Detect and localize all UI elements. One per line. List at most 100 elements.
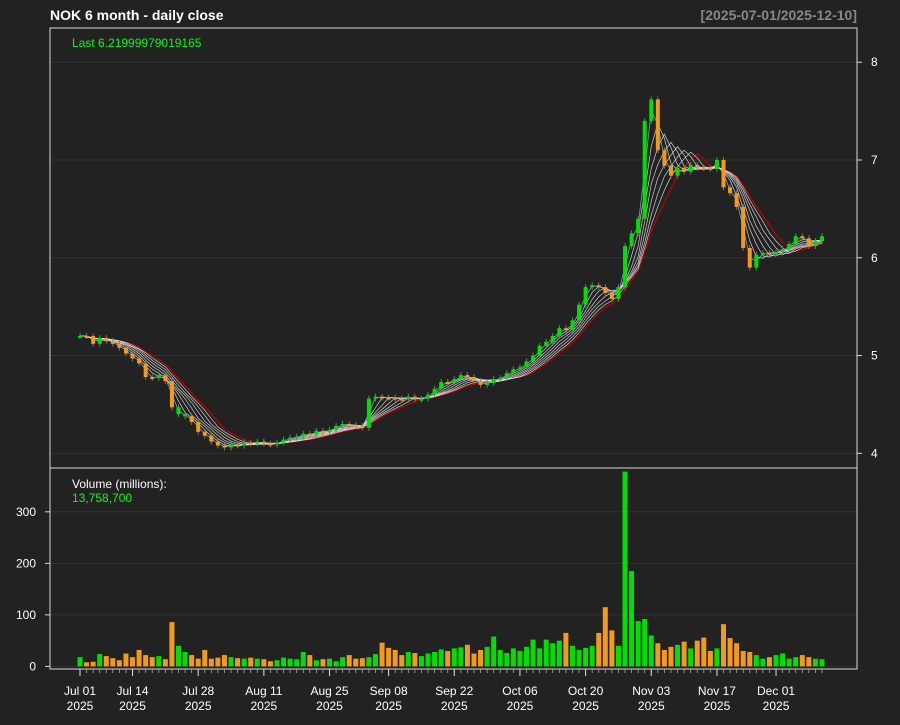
volume-bar [668, 646, 674, 667]
volume-bar [77, 657, 83, 667]
volume-bar [543, 639, 549, 667]
volume-tick-label: 100 [16, 608, 36, 622]
volume-bar [793, 657, 799, 667]
volume-bar [773, 655, 779, 667]
date-range: [2025-07-01/2025-12-10] [701, 7, 857, 23]
price-candle [209, 435, 214, 442]
x-tick-label: Aug 11 [245, 684, 282, 698]
volume-bar [530, 639, 536, 667]
volume-bar [550, 643, 556, 667]
volume-bar [379, 642, 385, 667]
volume-bar [629, 571, 635, 667]
price-candle [334, 425, 339, 430]
price-candle [176, 407, 181, 415]
volume-bar [721, 624, 727, 667]
volume-bar [143, 655, 149, 667]
price-candle [544, 341, 549, 346]
volume-bar [281, 657, 287, 667]
volume-bar [491, 636, 497, 667]
price-candles [78, 96, 824, 451]
price-candle [760, 252, 765, 255]
price-candle [183, 414, 188, 417]
volume-bar [537, 648, 543, 667]
price-candle [780, 248, 785, 252]
volume-bar [241, 658, 247, 667]
x-tick-year: 2025 [251, 699, 278, 713]
price-candle [281, 439, 286, 443]
price-candle [741, 206, 746, 248]
volume-bar [300, 651, 306, 667]
volume-bar [359, 658, 365, 667]
price-candle [452, 379, 457, 383]
price-candle [137, 358, 142, 364]
x-tick-label: Sep 22 [435, 684, 473, 698]
volume-bar [366, 657, 372, 667]
volume-bar [642, 619, 648, 667]
volume-bar [307, 655, 313, 667]
price-candle [458, 375, 463, 380]
volume-bar [123, 653, 129, 667]
x-tick-label: Oct 20 [568, 684, 604, 698]
price-candle [248, 442, 253, 445]
price-candle [485, 382, 490, 385]
price-candle [609, 292, 614, 299]
volume-bar [734, 643, 740, 667]
price-candle [380, 396, 385, 399]
volume-bar [116, 660, 122, 667]
volume-bar [130, 657, 136, 667]
volume-bar [392, 649, 398, 667]
volume-bar [221, 655, 227, 667]
x-tick-label: Jul 28 [182, 684, 214, 698]
volume-bar [84, 662, 90, 667]
x-tick-year: 2025 [763, 699, 790, 713]
volume-bar [445, 650, 451, 667]
volume-bar [701, 637, 707, 667]
volume-bar [602, 607, 608, 667]
x-tick-year: 2025 [185, 699, 212, 713]
price-candle [143, 363, 148, 378]
volume-bar [235, 658, 241, 667]
price-candle [498, 378, 503, 381]
volume-bar [576, 649, 582, 667]
volume-bar [780, 653, 786, 667]
price-candle [800, 236, 805, 239]
price-candle [806, 238, 811, 247]
price-candle [820, 236, 824, 242]
volume-bar [655, 643, 661, 667]
volume-bar [189, 655, 195, 667]
volume-bar [346, 655, 352, 667]
volume-bar [609, 630, 615, 667]
volume-bar [294, 659, 300, 667]
x-tick-year: 2025 [572, 699, 599, 713]
volume-bar [615, 645, 621, 667]
volume-bar [556, 640, 562, 667]
volume-bar [458, 647, 464, 667]
x-tick-label: Jul 14 [117, 684, 149, 698]
price-candle [373, 396, 378, 399]
volume-bar [320, 659, 326, 667]
price-candle [708, 167, 713, 170]
volume-panel: 0 100 200 300 Volume (millions): 13,758,700 [16, 467, 858, 673]
volume-tick-label: 200 [16, 556, 36, 570]
price-candle [366, 398, 371, 428]
last-price-label: Last 6.21999979019165 [72, 36, 202, 50]
volume-bars [77, 471, 825, 667]
volume-bar [313, 660, 319, 667]
volume-bar [812, 658, 818, 667]
price-candle [301, 433, 306, 437]
volume-y-axis: 0 100 200 300 [16, 505, 50, 673]
price-candle [353, 424, 358, 427]
volume-bar [510, 648, 516, 667]
price-candle [662, 150, 667, 166]
volume-bar [386, 647, 392, 667]
price-candle [714, 160, 719, 169]
x-tick-label: Nov 17 [698, 684, 736, 698]
price-candle [531, 355, 536, 362]
x-tick-year: 2025 [375, 699, 402, 713]
volume-bar [418, 656, 424, 667]
x-tick-year: 2025 [316, 699, 343, 713]
volume-value: 13,758,700 [72, 491, 132, 505]
price-candle [445, 381, 450, 384]
